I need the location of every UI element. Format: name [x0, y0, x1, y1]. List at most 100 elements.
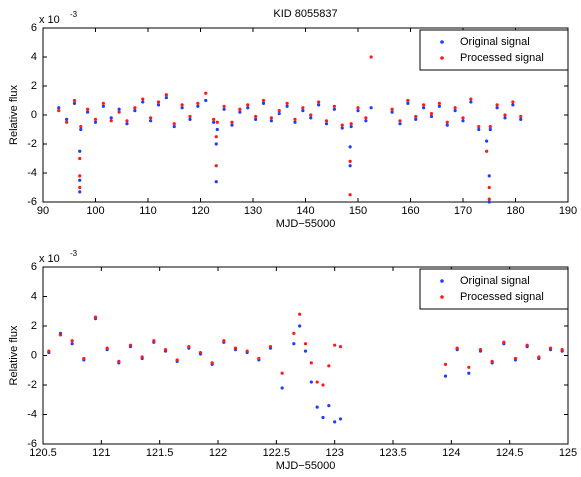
data-point	[321, 415, 325, 420]
y-tick-label: 4	[31, 51, 37, 63]
y-tick-label: -4	[27, 408, 37, 420]
data-point	[303, 342, 308, 346]
data-point	[488, 127, 492, 132]
data-point	[485, 139, 489, 143]
data-point	[502, 340, 506, 344]
data-point	[246, 103, 250, 107]
data-point	[327, 364, 331, 368]
x-tick-label: 122.5	[263, 447, 291, 459]
data-point	[301, 106, 305, 110]
y-tick-label: 6	[31, 261, 37, 273]
y-tick-label: -2	[27, 138, 37, 150]
data-point	[101, 104, 105, 108]
data-point	[315, 380, 319, 384]
x-tick-label: 120.5	[29, 447, 57, 459]
data-point	[461, 116, 465, 120]
data-point	[315, 405, 319, 409]
data-point	[156, 100, 161, 104]
data-point	[332, 104, 336, 108]
data-point	[163, 348, 168, 352]
data-point	[349, 125, 353, 129]
data-point	[172, 122, 176, 126]
data-point	[292, 342, 296, 346]
data-point	[406, 101, 410, 105]
data-point	[230, 120, 234, 124]
data-point	[477, 125, 481, 129]
legend-box	[419, 268, 569, 310]
x-tick-label: 170	[454, 205, 472, 217]
data-point	[93, 117, 98, 121]
data-point	[93, 315, 98, 319]
data-point	[478, 348, 483, 352]
y-scale-exponent: -3	[70, 10, 78, 19]
data-point	[268, 345, 273, 349]
data-point	[301, 109, 305, 113]
data-point	[117, 359, 121, 363]
data-point	[414, 114, 418, 119]
data-point	[455, 346, 459, 350]
data-point	[269, 119, 273, 123]
legend-label: Processed signal	[460, 291, 544, 303]
data-point	[437, 101, 441, 105]
data-point	[230, 123, 234, 127]
data-point	[212, 120, 216, 124]
y-tick-label: -2	[27, 379, 37, 391]
data-point	[109, 116, 113, 120]
data-point	[78, 149, 82, 153]
data-point	[437, 104, 441, 108]
data-point	[214, 164, 218, 168]
data-point	[233, 346, 238, 350]
data-point	[511, 103, 515, 107]
data-point	[309, 116, 313, 120]
data-point	[560, 348, 564, 352]
data-point	[204, 91, 208, 95]
data-point	[79, 127, 83, 132]
data-point	[349, 122, 353, 126]
data-point	[277, 111, 281, 116]
data-point	[467, 365, 471, 369]
data-point	[280, 386, 284, 390]
x-tick-label: 120	[191, 205, 209, 217]
y-scale-label: x 10	[39, 14, 60, 26]
data-point	[495, 103, 499, 107]
data-point	[152, 339, 156, 343]
data-point	[125, 122, 129, 126]
data-point	[78, 156, 82, 161]
y-scale-exponent: -3	[70, 249, 78, 258]
data-point	[188, 117, 192, 121]
data-point	[245, 349, 249, 353]
data-point	[269, 116, 273, 120]
data-point	[461, 119, 465, 123]
data-point	[70, 342, 74, 346]
data-point	[338, 417, 343, 421]
data-point	[133, 109, 137, 113]
data-point	[261, 101, 266, 105]
data-point	[338, 345, 343, 349]
data-point	[414, 117, 418, 121]
data-point	[188, 114, 192, 119]
data-point	[429, 111, 434, 116]
data-point	[348, 193, 352, 197]
data-point	[101, 101, 105, 105]
data-point	[422, 106, 426, 110]
data-point	[215, 120, 219, 124]
data-point	[125, 119, 129, 123]
data-point	[215, 127, 219, 132]
data-point	[47, 349, 51, 353]
data-point	[58, 333, 63, 337]
data-point	[141, 100, 145, 104]
data-point	[187, 345, 191, 349]
y-tick-label: 6	[31, 22, 37, 34]
data-point	[309, 113, 313, 117]
data-point	[443, 362, 448, 366]
x-tick-label: 190	[559, 205, 577, 217]
y-tick-label: 4	[31, 290, 37, 302]
data-point	[332, 107, 336, 111]
data-point	[490, 359, 494, 363]
x-tick-label: 150	[349, 205, 367, 217]
x-tick-label: 140	[296, 205, 314, 217]
data-point	[214, 135, 218, 139]
data-point	[141, 97, 145, 101]
